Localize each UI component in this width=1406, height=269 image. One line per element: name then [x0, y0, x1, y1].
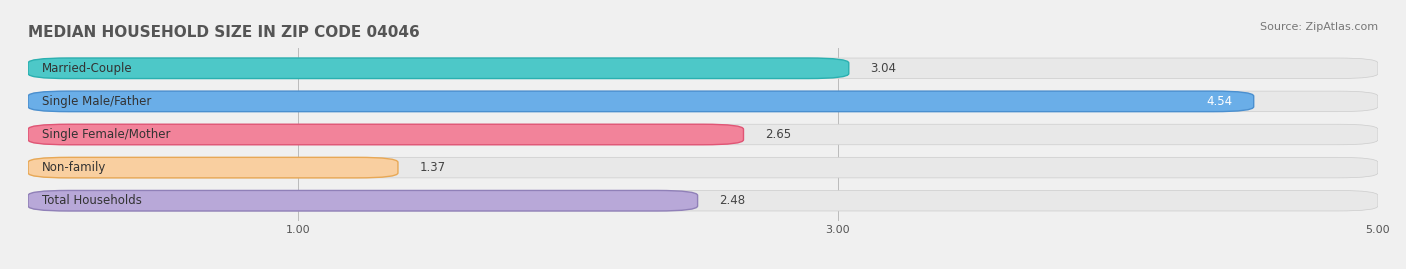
- FancyBboxPatch shape: [28, 124, 744, 145]
- FancyBboxPatch shape: [28, 157, 1378, 178]
- Text: Single Male/Father: Single Male/Father: [42, 95, 150, 108]
- FancyBboxPatch shape: [28, 190, 697, 211]
- FancyBboxPatch shape: [28, 58, 849, 79]
- Text: 1.37: 1.37: [419, 161, 446, 174]
- FancyBboxPatch shape: [28, 58, 1378, 79]
- Text: Married-Couple: Married-Couple: [42, 62, 132, 75]
- Text: MEDIAN HOUSEHOLD SIZE IN ZIP CODE 04046: MEDIAN HOUSEHOLD SIZE IN ZIP CODE 04046: [28, 25, 420, 40]
- Text: 4.54: 4.54: [1206, 95, 1232, 108]
- FancyBboxPatch shape: [28, 190, 1378, 211]
- FancyBboxPatch shape: [28, 91, 1378, 112]
- Text: 3.04: 3.04: [870, 62, 897, 75]
- Text: 2.48: 2.48: [720, 194, 745, 207]
- Text: Total Households: Total Households: [42, 194, 142, 207]
- FancyBboxPatch shape: [28, 157, 398, 178]
- FancyBboxPatch shape: [28, 91, 1254, 112]
- FancyBboxPatch shape: [28, 124, 1378, 145]
- Text: Source: ZipAtlas.com: Source: ZipAtlas.com: [1260, 22, 1378, 31]
- Text: Non-family: Non-family: [42, 161, 105, 174]
- Text: Single Female/Mother: Single Female/Mother: [42, 128, 170, 141]
- Text: 2.65: 2.65: [765, 128, 792, 141]
